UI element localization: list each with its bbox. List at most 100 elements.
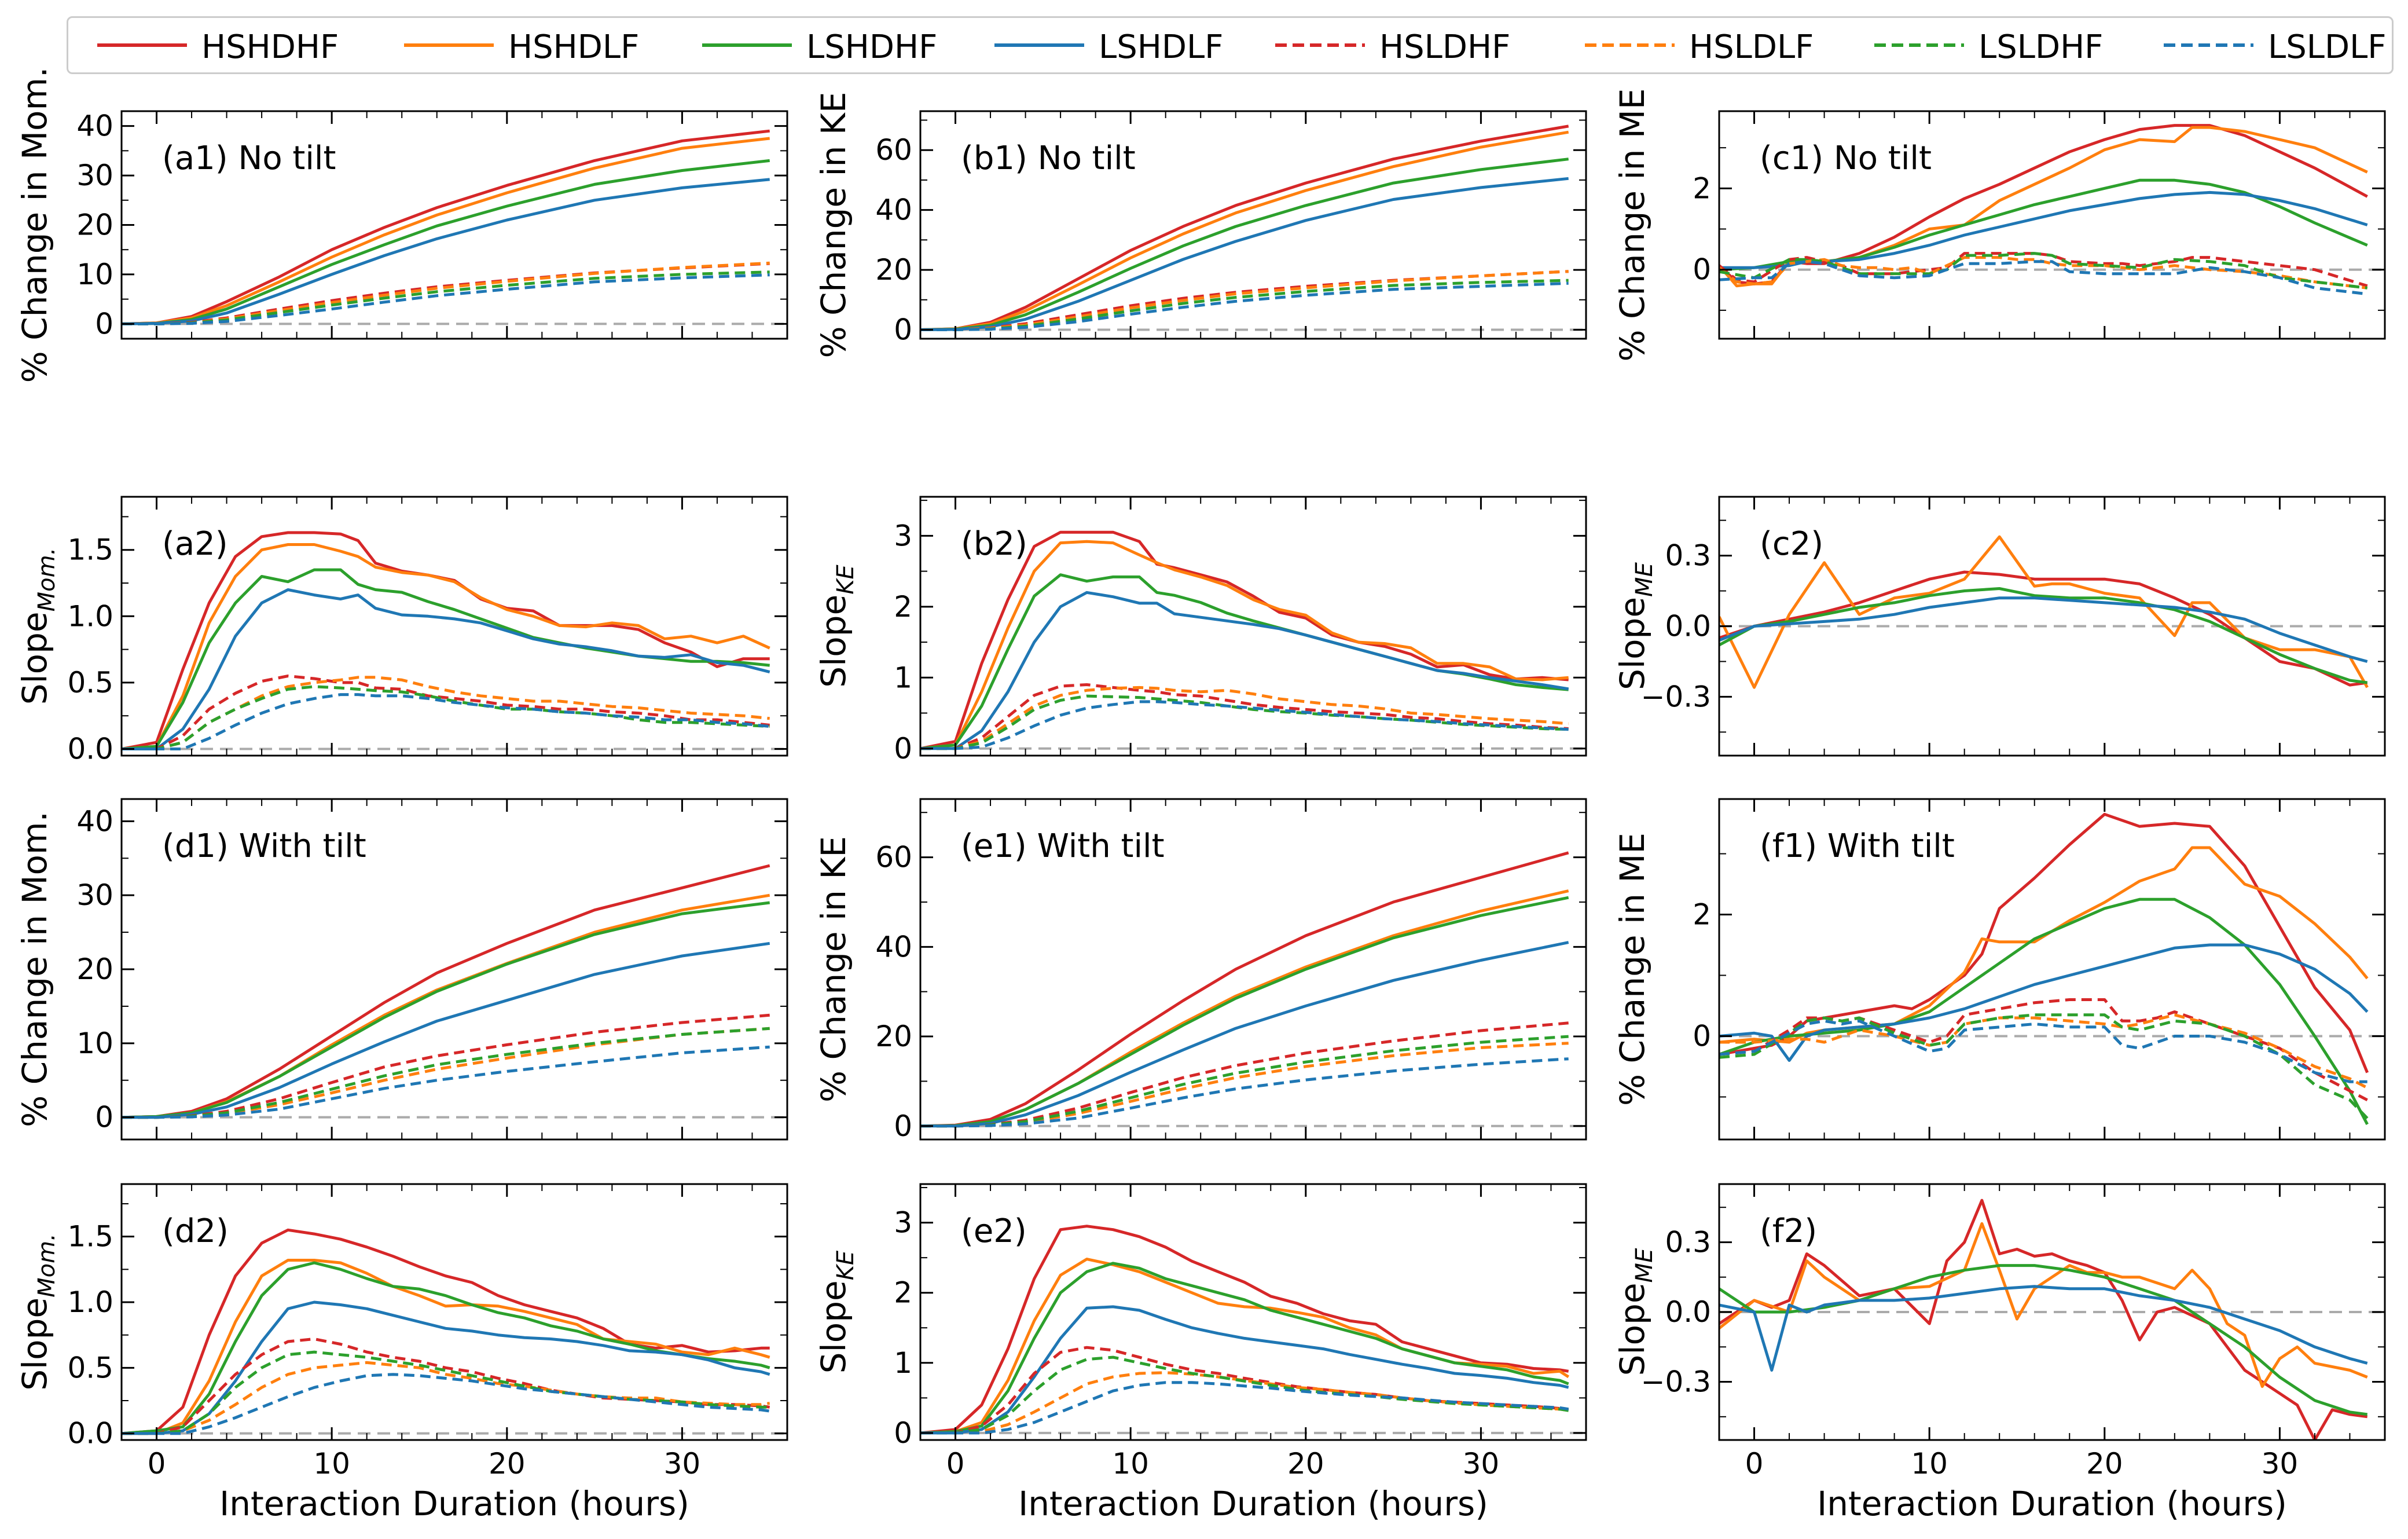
y-axis-label: % Change in Mom. — [15, 67, 54, 383]
y-axis-label: SlopeMom. — [15, 1233, 60, 1391]
y-tick-label: 0.5 — [67, 1351, 113, 1384]
y-tick-label: 30 — [76, 878, 113, 912]
y-tick-label: 0.0 — [1665, 1295, 1711, 1329]
x-tick-label: 30 — [1463, 1447, 1500, 1481]
axes-frame — [919, 1183, 1587, 1441]
y-tick-label: 0.0 — [67, 732, 113, 766]
y-tick-label: 40 — [875, 193, 912, 227]
y-tick-label: 2 — [1693, 171, 1711, 205]
series-line-hshdhf — [1719, 812, 2369, 1073]
series-line-hshdlf — [920, 540, 1569, 750]
series-line-hshdlf — [1719, 1222, 2368, 1388]
panel-label: (f1) With tilt — [1760, 827, 1955, 865]
y-tick-label: 0.0 — [1665, 610, 1711, 643]
series-line-lsldhf — [122, 270, 770, 325]
series-line-hshdlf — [920, 1258, 1570, 1435]
y-tick-label: 30 — [76, 159, 113, 192]
y-tick-label: 20 — [76, 952, 113, 986]
legend-label: HSLDLF — [1689, 28, 1814, 66]
panel-a1: 0 10 20 30 40 (a1) No tilt % Change in Mom. — [15, 67, 788, 383]
series-line-lsldlf — [920, 1381, 1569, 1435]
y-tick-label: 0 — [894, 732, 912, 765]
panel-label: (c2) — [1760, 525, 1823, 563]
y-axis-label: SlopeME — [1613, 562, 1658, 690]
y-axis-label: % Change in KE — [814, 91, 853, 358]
series-line-lsldlf — [1719, 260, 2367, 296]
y-axis-label: SlopeKE — [814, 1250, 859, 1373]
y-tick-label: 20 — [875, 253, 912, 287]
panel-label: (c1) No tilt — [1760, 140, 1932, 177]
series-line-lshdlf — [1719, 596, 2368, 663]
series-line-hshdlf — [122, 893, 770, 1119]
x-tick-label: 10 — [313, 1447, 350, 1481]
panel-b1: 0 20 40 60 (b1) No tilt % Change in KE — [814, 91, 1587, 358]
y-tick-label: 1.5 — [67, 1220, 113, 1254]
y-axis-label: SlopeME — [1613, 1248, 1658, 1376]
y-tick-label: 10 — [76, 1027, 113, 1060]
legend-label: HSHDHF — [201, 28, 339, 66]
series-line-lsldlf — [122, 1373, 770, 1435]
y-tick-label: 0 — [894, 1416, 912, 1450]
series-line-lshdhf — [920, 896, 1569, 1128]
legend: HSHDHF HSHDLF LSHDHF LSHDLF HSLDHF HSLDLF LSLD… — [67, 16, 2394, 74]
x-tick-label: 30 — [2262, 1447, 2299, 1481]
y-tick-label: 0 — [95, 307, 113, 340]
axes-frame — [919, 798, 1587, 1141]
y-tick-label: 40 — [875, 930, 912, 963]
series-line-lsldhf — [920, 1035, 1569, 1128]
series-line-hshdlf — [1719, 846, 2369, 1044]
y-axis-label: % Change in Mom. — [15, 811, 54, 1127]
series-line-lsldlf — [122, 273, 770, 325]
panel-label: (a1) No tilt — [162, 140, 336, 177]
series-line-lshdlf — [122, 941, 770, 1119]
legend-label: HSLDHF — [1379, 28, 1511, 66]
series-line-lsldhf — [122, 1350, 770, 1435]
y-tick-label: 1 — [894, 1346, 912, 1380]
panel-label: (e1) With tilt — [961, 827, 1165, 865]
series-line-hsldhf — [920, 683, 1569, 750]
series-line-hsldlf — [920, 1042, 1569, 1128]
axes-frame — [120, 496, 788, 757]
panel-label: (d2) — [162, 1212, 229, 1250]
series-line-lshdhf — [920, 1262, 1569, 1435]
series-line-lsldhf — [1719, 252, 2367, 290]
legend-label: LSHDLF — [1099, 28, 1224, 66]
y-axis-label: SlopeMom. — [15, 548, 60, 705]
y-axis-label: SlopeKE — [814, 565, 859, 688]
y-tick-label: 1.0 — [67, 599, 113, 633]
y-tick-label: 3 — [894, 1206, 912, 1240]
y-tick-label: 2 — [894, 590, 912, 624]
panel-label: (d1) With tilt — [162, 827, 366, 865]
axes-frame — [1718, 798, 2386, 1141]
panel-a2: 0.0 0.5 1.0 1.5 (a2) SlopeMom. — [15, 496, 788, 766]
y-tick-label: 0.3 — [1665, 539, 1711, 573]
x-axis-label: Interaction Duration (hours) — [219, 1484, 689, 1523]
series-line-lsldhf — [920, 1355, 1569, 1435]
series-line-lsldlf — [122, 693, 770, 750]
axes-frame — [919, 110, 1587, 340]
panel-f2: 0 10 20 30 −0.3 0.0 0.3 (f2) SlopeME Interaction … — [1613, 1183, 2386, 1523]
y-axis-label: % Change in ME — [1613, 88, 1652, 361]
series-line-lshdlf — [920, 941, 1569, 1128]
panel-f1: 0 2 (f1) With tilt % Change in ME — [1613, 798, 2386, 1141]
panel-e1: 0 20 40 60 (e1) With tilt % Change in KE — [814, 798, 1587, 1143]
series-line-lshdhf — [1719, 178, 2368, 272]
y-tick-label: 0 — [894, 313, 912, 346]
x-tick-label: 10 — [1112, 1447, 1149, 1481]
legend-label: LSLDLF — [2268, 28, 2387, 66]
y-tick-label: 40 — [76, 109, 113, 143]
series-line-lshdhf — [122, 159, 770, 325]
series-line-hshdhf — [122, 1228, 770, 1435]
x-tick-label: 0 — [946, 1447, 965, 1481]
series-line-lsldlf — [920, 700, 1569, 750]
y-tick-label: 0.5 — [67, 666, 113, 699]
y-tick-label: 1.5 — [67, 533, 113, 567]
series-line-lshdlf — [122, 588, 770, 750]
series-line-lsldlf — [920, 281, 1569, 331]
series-line-hshdlf — [122, 543, 770, 750]
x-tick-label: 0 — [148, 1447, 166, 1481]
y-tick-label: 20 — [76, 208, 113, 242]
series-line-hshdlf — [1719, 535, 2369, 689]
series-line-hsldlf — [122, 676, 770, 750]
